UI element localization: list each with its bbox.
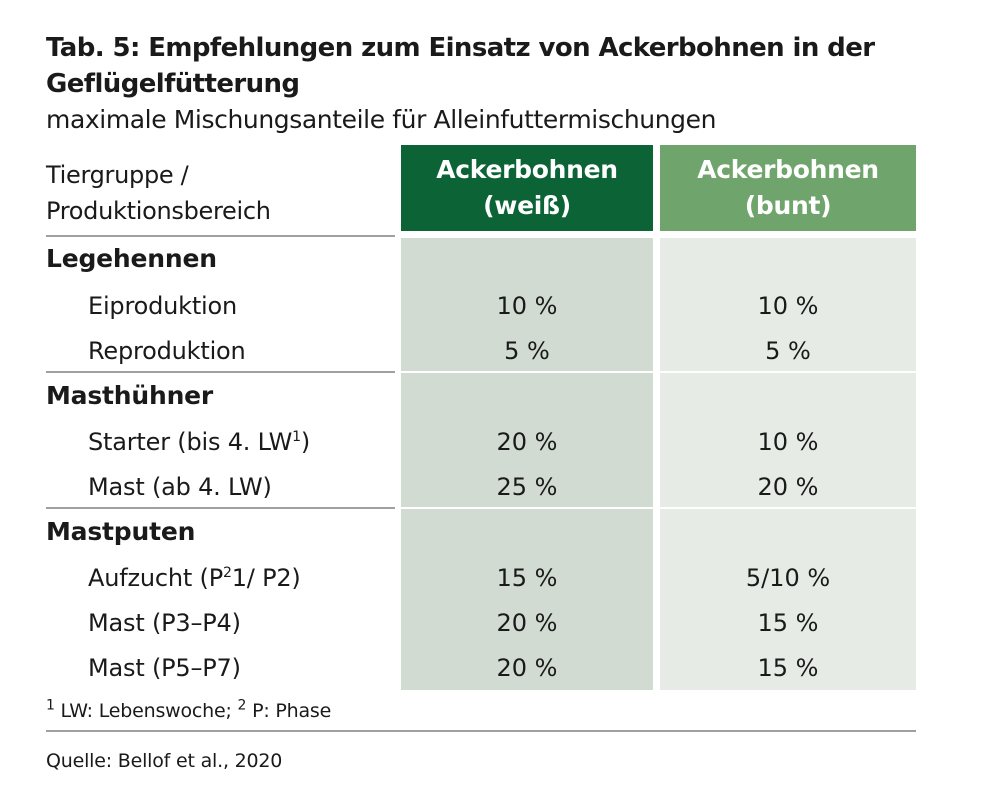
row-label: Mast (P5–P7) [88,654,241,682]
row-label: Eiproduktion [88,292,238,320]
column-header-bunt: Ackerbohnen (bunt) [660,145,916,231]
footnote-marker: 1 [292,429,301,445]
value-weiss: 15 % [496,564,558,592]
group-label: Legehennen [46,244,217,273]
column-header-bunt-line1: Ackerbohnen [697,155,879,184]
footnote-marker: 2 [222,565,232,581]
value-bunt: 10 % [757,292,819,320]
column-header-weiss-line2: (weiß) [483,191,571,220]
footnote-marker: 2 [237,697,247,714]
value-bunt: 5/10 % [745,564,831,592]
value-weiss: 25 % [496,473,558,501]
column-header-bunt-line2: (bunt) [744,191,832,220]
value-bunt: 15 % [757,609,819,637]
row-label-text-end: 1/ P2) [231,564,301,592]
value-weiss: 5 % [504,337,550,365]
row-header-line1: Tiergruppe / [46,161,189,189]
table-subtitle: maximale Mischungsanteile für Alleinfutt… [46,105,717,134]
row-label: Reproduktion [88,337,246,365]
value-bunt: 20 % [757,473,819,501]
value-bunt: 15 % [757,654,819,682]
column-header-weiss: Ackerbohnen (weiß) [401,145,653,231]
value-weiss: 20 % [496,428,558,456]
table-title: Tab. 5: Empfehlungen zum Einsatz von Ack… [46,33,875,99]
group-label: Masthühner [46,381,214,410]
column-background-bunt [660,238,916,690]
value-bunt: 5 % [765,337,811,365]
value-bunt: 10 % [757,428,819,456]
footnote-text: LW: Lebenswoche; [54,700,238,722]
footnote-text: P: Phase [246,700,332,722]
row-label-text: Aufzucht (P [88,564,223,592]
row-label: Starter (bis 4. LW1) [88,427,310,457]
row-label: Mast (ab 4. LW) [88,473,272,501]
row-header-line2: Produktionsbereich [46,197,271,225]
row-label-text: Starter (bis 4. LW [88,428,293,456]
value-weiss: 20 % [496,609,558,637]
row-label-text-end: ) [300,428,311,456]
divider [46,235,395,237]
divider [46,730,916,732]
group-label: Mastputen [46,517,196,546]
divider [46,371,395,373]
value-weiss: 10 % [496,292,558,320]
divider [401,371,916,373]
source-note: Quelle: Bellof et al., 2020 [46,750,283,772]
footnote-marker: 1 [46,697,55,714]
column-background-weiss [401,238,653,690]
row-label: Mast (P3–P4) [88,609,241,637]
row-header-label: Tiergruppe / Produktionsbereich [46,157,386,229]
footnote: 1 LW: Lebenswoche; 2 P: Phase [46,698,331,724]
value-weiss: 20 % [496,654,558,682]
divider [46,507,395,509]
row-label: Aufzucht (P21/ P2) [88,563,301,593]
divider [401,507,916,509]
column-header-weiss-line1: Ackerbohnen [436,155,618,184]
